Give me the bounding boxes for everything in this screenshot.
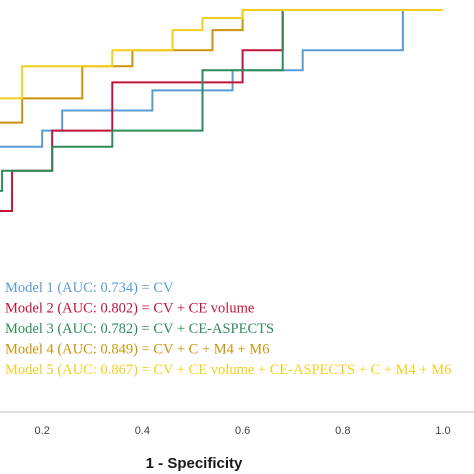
roc-curve-model-3 — [0, 9, 443, 192]
x-tick-label: 1.0 — [435, 425, 450, 437]
legend-entry-model-5: Model 5 (AUC: 0.867) = CV + CE volume + … — [5, 362, 451, 378]
x-axis-label: 1 - Specificity — [146, 455, 243, 472]
x-tick-label: 0.6 — [235, 425, 250, 437]
x-tick-label: 0.2 — [35, 425, 50, 437]
x-tick-label: 0.4 — [135, 425, 150, 437]
x-tick-labels: 0.2 0.4 0.6 0.8 1.0 — [35, 425, 451, 437]
legend-entry-model-1: Model 1 (AUC: 0.734) = CV — [5, 280, 174, 296]
roc-curve-model-2 — [0, 9, 443, 212]
x-tick-label: 0.8 — [335, 425, 350, 437]
legend-entry-model-2: Model 2 (AUC: 0.802) = CV + CE volume — [5, 301, 254, 317]
roc-curves — [0, 9, 443, 212]
roc-curve-model-5 — [0, 9, 443, 100]
legend-entry-model-3: Model 3 (AUC: 0.782) = CV + CE-ASPECTS — [5, 321, 274, 337]
legend: Model 1 (AUC: 0.734) = CV Model 2 (AUC: 0… — [5, 280, 451, 378]
legend-entry-model-4: Model 4 (AUC: 0.849) = CV + C + M4 + M6 — [5, 342, 269, 358]
